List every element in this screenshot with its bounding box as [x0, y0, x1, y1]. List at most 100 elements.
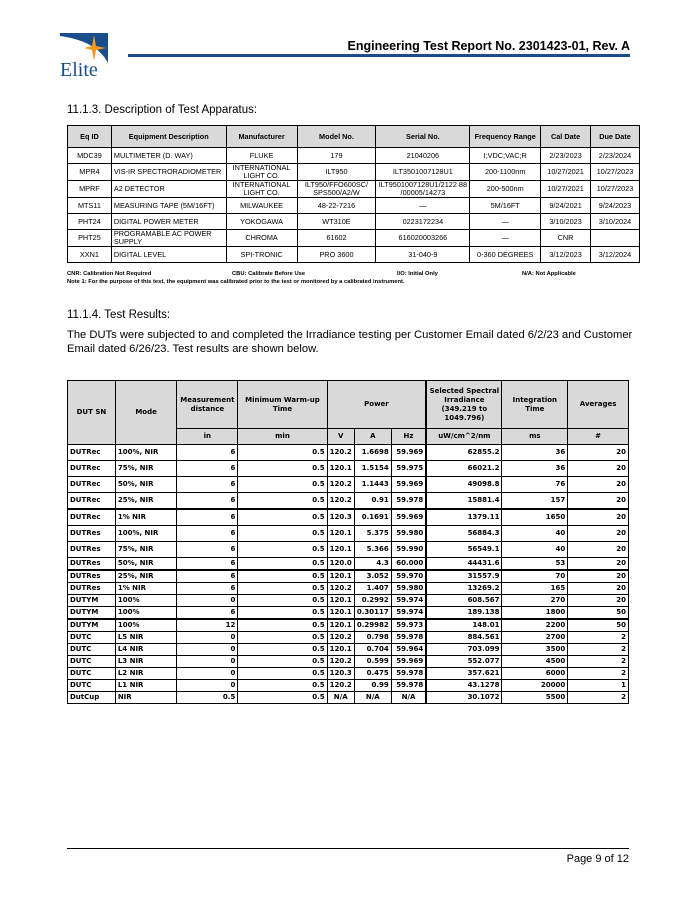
result-cell: 70 — [501, 569, 569, 583]
col-power: Power — [326, 380, 427, 429]
apparatus-cell: 200-1100nm — [469, 163, 542, 181]
apparatus-cell: PHT25 — [67, 229, 112, 247]
result-cell: 100%, NIR — [114, 444, 178, 461]
apparatus-cell: INTERNATIONAL LIGHT CO. — [225, 163, 298, 181]
result-cell: 148.01 — [425, 618, 503, 632]
apparatus-cell: 10/27/2021 — [540, 180, 592, 198]
apparatus-cell: 3/10/2024 — [590, 213, 640, 230]
result-cell: 59.964 — [390, 643, 427, 656]
result-cell: 6000 — [501, 667, 569, 680]
result-cell: 0.5 — [237, 541, 328, 558]
unit-header: # — [567, 428, 629, 445]
result-cell: 0.91 — [353, 492, 392, 510]
result-cell: 0.5 — [237, 679, 328, 692]
result-cell: 120.2 — [326, 492, 355, 510]
apparatus-row: MTS11 MEASURING TAPE (5M/16FT) MILWAUKEE 48… — [67, 197, 640, 214]
result-cell: DUTC — [67, 655, 116, 668]
result-cell: 6 — [176, 492, 239, 510]
results-intro: The DUTs were subjected to and completed… — [67, 329, 633, 355]
result-cell: 1% NIR — [114, 582, 178, 595]
result-cell: 3500 — [501, 643, 569, 656]
result-cell: N/A — [353, 691, 392, 704]
result-cell: 20000 — [501, 679, 569, 692]
apparatus-cell: XXN1 — [67, 246, 112, 263]
elite-logo: Elite — [60, 33, 108, 78]
apparatus-cell: — — [375, 197, 471, 214]
result-cell: 0.5 — [237, 508, 328, 526]
result-cell: DUTRec — [67, 492, 116, 510]
apparatus-cell: DIGITAL LEVEL — [110, 246, 227, 263]
result-cell: 60.000 — [390, 557, 427, 571]
result-cell: 25%, NIR — [114, 569, 178, 583]
apparatus-cell: PHT24 — [67, 213, 112, 230]
result-cell: L1 NIR — [114, 679, 178, 692]
result-cell: 13269.2 — [425, 582, 503, 595]
apparatus-cell: WT310E — [296, 213, 377, 230]
apparatus-cell: 10/27/2021 — [540, 163, 592, 181]
result-cell: 20 — [567, 541, 629, 558]
result-cell: 0 — [176, 594, 239, 607]
result-cell: 30.1072 — [425, 691, 503, 704]
result-cell: 1650 — [501, 508, 569, 526]
apparatus-cell: — — [469, 229, 542, 247]
apparatus-cell: FLUKE — [225, 147, 298, 164]
result-cell: 120.3 — [326, 508, 355, 526]
result-cell: 75%, NIR — [114, 541, 178, 558]
apparatus-cell: ILT950 — [296, 163, 377, 181]
apparatus-cell: INTERNATIONAL LIGHT CO. — [225, 180, 298, 198]
apparatus-cell: ILT950/FFO600SC/ SPS500/A2/W — [296, 180, 377, 198]
result-cell: DUTRec — [67, 444, 116, 461]
result-cell: 120.1 — [326, 643, 355, 656]
result-cell: 44431.6 — [425, 557, 503, 571]
result-cell: DUTYM — [67, 594, 116, 607]
result-cell: 5.366 — [353, 541, 392, 558]
col-integration: Integration Time — [501, 380, 569, 429]
apparatus-cell: MILWAUKEE — [225, 197, 298, 214]
result-cell: 1.6698 — [353, 444, 392, 461]
apparatus-cell: 5M/16FT — [469, 197, 542, 214]
apparatus-cell: 61602 — [296, 229, 377, 247]
result-cell: 0.5 — [237, 643, 328, 656]
result-cell: 4500 — [501, 655, 569, 668]
apparatus-cell: ILT9501007128U1/2122 88 /00005/14273 — [375, 180, 471, 198]
result-row: DUTC L1 NIR 0 0.5 120.2 0.99 59.978 43.1278 2000… — [67, 679, 629, 692]
result-row: DUTRes 50%, NIR 6 0.5 120.0 4.3 60.000 44431.6 5… — [67, 557, 629, 571]
result-cell: 120.1 — [326, 594, 355, 607]
apparatus-cell: MTS11 — [67, 197, 112, 214]
apparatus-cell: YOKOGAWA — [225, 213, 298, 230]
result-cell: 0.5 — [237, 655, 328, 668]
result-cell: 0 — [176, 667, 239, 680]
result-row: DUTC L2 NIR 0 0.5 120.3 0.475 59.978 357.621 600… — [67, 667, 629, 680]
result-cell: NIR — [114, 691, 178, 704]
result-cell: 59.970 — [390, 569, 427, 583]
results-heading: 11.1.4. Test Results: — [67, 309, 171, 321]
result-cell: 2 — [567, 667, 629, 680]
result-cell: DUTRes — [67, 541, 116, 558]
results-table: DUT SN Mode Measurement distance Minimum… — [67, 380, 629, 704]
result-cell: 75%, NIR — [114, 460, 178, 477]
unit-header: V — [326, 428, 355, 445]
result-cell: 59.978 — [390, 679, 427, 692]
result-cell: 0 — [176, 643, 239, 656]
result-cell: 6 — [176, 541, 239, 558]
result-cell: 0.5 — [237, 525, 328, 542]
legend-cnr: CNR: Calibration Not Required — [67, 271, 152, 277]
result-cell: 1 — [567, 679, 629, 692]
result-row: DUTYM 100% 6 0.5 120.1 0.30117 59.974 189.138 18… — [67, 606, 629, 620]
result-cell: L2 NIR — [114, 667, 178, 680]
result-row: DUTYM 100% 0 0.5 120.1 0.2992 59.974 608.567 270… — [67, 594, 629, 607]
result-cell: 0 — [176, 679, 239, 692]
result-cell: DUTRec — [67, 508, 116, 526]
apparatus-cell: 0223172234 — [375, 213, 471, 230]
col-warmup: Minimum Warm-up Time — [237, 380, 328, 429]
result-cell: 120.2 — [326, 655, 355, 668]
apparatus-cell: 616020003266 — [375, 229, 471, 247]
result-cell: 50%, NIR — [114, 557, 178, 571]
result-cell: 0.5 — [237, 667, 328, 680]
apparatus-cell: VIS-IR SPECTRORADIOMETER — [110, 163, 227, 181]
result-row: DUTYM 100% 12 0.5 120.1 0.29982 59.973 148.01 22… — [67, 618, 629, 632]
unit-header: min — [237, 428, 328, 445]
apparatus-row: MPRF A2 DETECTOR INTERNATIONAL LIGHT CO. IL… — [67, 180, 640, 198]
legend-na: N/A: Not Applicable — [522, 271, 576, 277]
result-cell: 189.138 — [425, 606, 503, 620]
